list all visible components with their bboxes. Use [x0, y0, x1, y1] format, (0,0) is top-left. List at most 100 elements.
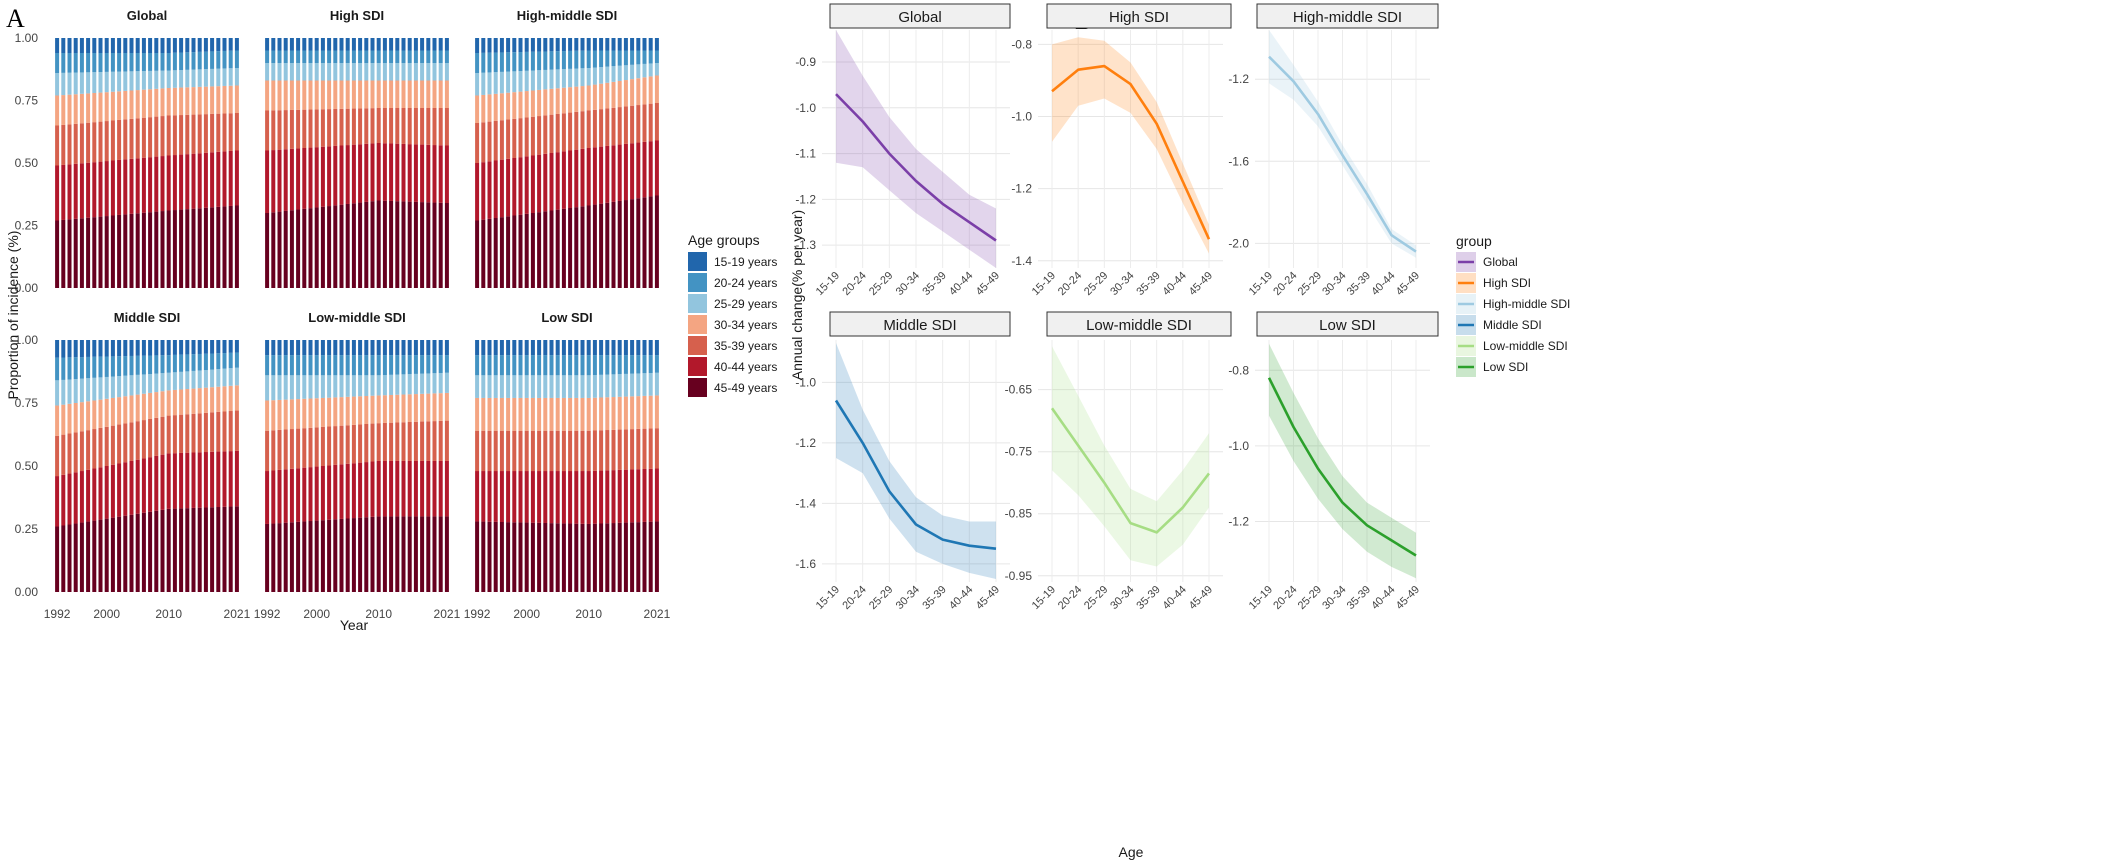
- bar-segment-30-34-years-1993: [271, 80, 276, 111]
- bar-segment-40-44-years-2017: [630, 143, 635, 200]
- bar-segment-20-24-years-2003: [333, 355, 338, 376]
- bar-segment-30-34-years-1994: [277, 80, 282, 111]
- bar-segment-40-44-years-2006: [141, 157, 146, 213]
- bar-segment-15-19-years-2010: [376, 340, 381, 356]
- x-tick-label: 20-24: [840, 270, 868, 298]
- bar-segment-15-19-years-2021: [654, 340, 659, 356]
- bar-segment-15-19-years-2000: [314, 38, 319, 51]
- bar-segment-25-29-years-2004: [549, 69, 554, 89]
- x-tick-label: 35-39: [920, 584, 948, 612]
- bar-segment-30-34-years-2018: [636, 396, 641, 429]
- bar-segment-35-39-years-2001: [110, 425, 115, 465]
- bar-segment-20-24-years-1996: [79, 53, 84, 73]
- bar-segment-30-34-years-2018: [636, 78, 641, 106]
- bar-segment-40-44-years-2007: [358, 462, 363, 518]
- bar-segment-40-44-years-2016: [413, 144, 418, 202]
- bar-segment-40-44-years-2011: [592, 147, 597, 205]
- bar-segment-35-39-years-2003: [333, 426, 338, 465]
- bar-segment-40-44-years-2005: [555, 471, 560, 524]
- bar-segment-35-39-years-1992: [475, 123, 480, 163]
- bar-segment-30-34-years-2006: [141, 89, 146, 118]
- bar-segment-30-34-years-2015: [197, 86, 202, 115]
- bar-segment-25-29-years-2016: [203, 69, 208, 87]
- bar-segment-45-49-years-1998: [302, 208, 307, 288]
- bar-segment-25-29-years-2002: [327, 63, 332, 81]
- bar-segment-20-24-years-2008: [364, 50, 369, 63]
- bar-segment-15-19-years-1995: [73, 340, 78, 358]
- bar-segment-45-49-years-2021: [444, 516, 449, 592]
- bar-segment-40-44-years-1994: [67, 164, 72, 220]
- bar-segment-25-29-years-1997: [506, 375, 511, 398]
- panel-a-label: A: [6, 4, 25, 33]
- bar-segment-20-24-years-2013: [395, 355, 400, 375]
- bar-segment-15-19-years-2010: [166, 38, 171, 53]
- bar-segment-20-24-years-2000: [314, 355, 319, 376]
- bar-segment-45-49-years-1997: [296, 521, 301, 592]
- bar-segment-35-39-years-2018: [216, 113, 221, 152]
- bar-segment-30-34-years-2011: [592, 397, 597, 431]
- x-tick-label: 15-19: [814, 270, 842, 298]
- bar-segment-40-44-years-2005: [555, 152, 560, 210]
- bar-segment-25-29-years-1992: [475, 73, 480, 96]
- bar-segment-40-44-years-2001: [530, 471, 535, 523]
- bar-segment-20-24-years-2009: [580, 50, 585, 69]
- bar-segment-25-29-years-1996: [499, 375, 504, 398]
- bar-segment-15-19-years-2018: [636, 340, 641, 356]
- bar-segment-40-44-years-2016: [203, 152, 208, 208]
- bar-segment-45-49-years-1998: [92, 217, 97, 288]
- bar-segment-35-39-years-2014: [191, 114, 196, 154]
- trend-line-high-sdi: [1051, 64, 1211, 240]
- bar-segment-35-39-years-2017: [420, 108, 425, 145]
- x-tick-label: 35-39: [1345, 584, 1373, 612]
- bar-segment-40-44-years-1997: [506, 158, 511, 217]
- bar-segment-35-39-years-2006: [351, 424, 356, 464]
- bar-segment-35-39-years-2008: [574, 430, 579, 472]
- bar-segment-15-19-years-2006: [561, 38, 566, 52]
- bar-segment-40-44-years-1996: [289, 468, 294, 523]
- facet-title: Middle SDI: [114, 310, 180, 325]
- bar-segment-45-49-years-2002: [117, 214, 122, 288]
- bar-segment-30-34-years-1994: [277, 399, 282, 430]
- bar-segment-35-39-years-1993: [61, 434, 66, 475]
- bar-segment-15-19-years-2001: [320, 340, 325, 356]
- x-tick-label: 30-34: [894, 270, 922, 298]
- bar-segment-40-44-years-2002: [327, 146, 332, 207]
- legend-label-40-44-years: 40-44 years: [714, 360, 777, 374]
- bar-segment-35-39-years-1992: [265, 110, 270, 151]
- bar-segment-30-34-years-2010: [376, 395, 381, 424]
- bar-segment-25-29-years-1995: [73, 379, 78, 403]
- bar-segment-15-19-years-2011: [382, 38, 387, 51]
- bar-segment-40-44-years-2014: [611, 145, 616, 202]
- y-tick-label: -0.8: [1011, 37, 1032, 51]
- bar-segment-25-29-years-2021: [444, 372, 449, 393]
- bar-segment-35-39-years-2004: [129, 118, 134, 159]
- bar-segment-15-19-years-2000: [104, 340, 109, 357]
- bar-segment-40-44-years-2016: [623, 469, 628, 523]
- bar-segment-35-39-years-2013: [395, 108, 400, 144]
- bar-segment-25-29-years-1995: [283, 375, 288, 400]
- bar-segment-40-44-years-1997: [296, 148, 301, 210]
- bar-segment-25-29-years-2007: [148, 374, 153, 393]
- bar-segment-15-19-years-2014: [401, 340, 406, 356]
- bar-segment-25-29-years-2013: [605, 66, 610, 83]
- bar-segment-25-29-years-2001: [110, 376, 115, 398]
- bar-segment-40-44-years-2006: [561, 471, 566, 524]
- bar-segment-20-24-years-1998: [512, 52, 517, 72]
- bar-segment-30-34-years-2017: [210, 86, 215, 114]
- bar-segment-20-24-years-2004: [129, 355, 134, 376]
- bar-segment-35-39-years-2004: [549, 114, 554, 153]
- bar-segment-45-49-years-2004: [549, 523, 554, 592]
- bar-segment-20-24-years-2005: [135, 355, 140, 375]
- bar-segment-15-19-years-2008: [574, 38, 579, 51]
- bar-segment-35-39-years-2019: [642, 428, 647, 469]
- bar-segment-20-24-years-2015: [617, 355, 622, 375]
- bar-segment-20-24-years-1994: [277, 355, 282, 376]
- bar-segment-25-29-years-1998: [302, 63, 307, 81]
- bar-segment-15-19-years-2014: [401, 38, 406, 51]
- panel-a: Global 0.00 0.25 0.50 0.75 1.00 High SDI High-m…: [5, 8, 777, 633]
- bar-segment-15-19-years-1995: [493, 38, 498, 53]
- bar-segment-30-34-years-2005: [555, 397, 560, 431]
- bar-segment-15-19-years-2000: [104, 38, 109, 53]
- bar-segment-35-39-years-1996: [289, 109, 294, 149]
- y-tick-label: -0.95: [1005, 569, 1033, 583]
